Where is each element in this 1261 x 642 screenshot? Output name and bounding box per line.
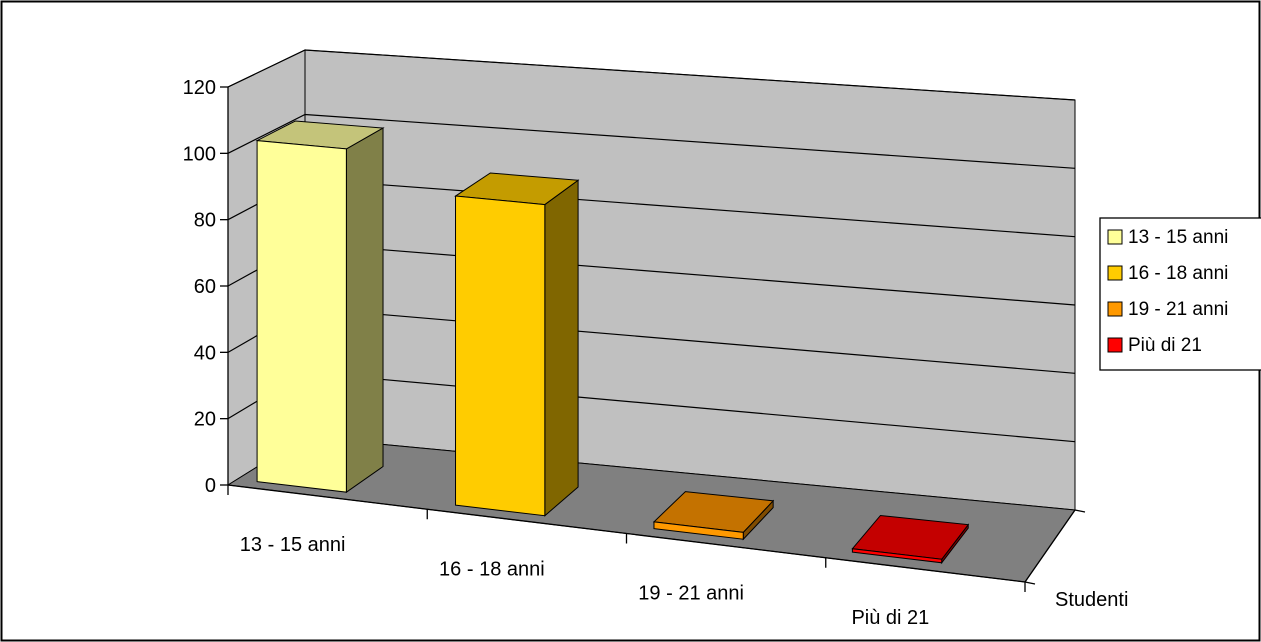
y-tick-label: 100 xyxy=(183,143,216,165)
bar xyxy=(851,514,970,565)
x-tick-label: 16 - 18 anni xyxy=(439,558,545,580)
y-tick-label: 80 xyxy=(194,210,216,232)
bar-front-face xyxy=(653,521,744,540)
bar xyxy=(652,491,775,541)
legend-label: 19 - 21 anni xyxy=(1128,299,1228,320)
legend-box xyxy=(1099,217,1261,371)
y-tick-label: 60 xyxy=(194,276,216,298)
x-tick-label: 13 - 15 anni xyxy=(240,534,346,556)
y-tick-label: 20 xyxy=(194,409,216,431)
legend-label: 16 - 18 anni xyxy=(1128,263,1228,284)
gridline xyxy=(227,113,1076,169)
legend-swatch xyxy=(1107,229,1123,245)
legend-swatch xyxy=(1107,265,1123,281)
back-wall xyxy=(304,49,1076,511)
legend-swatch xyxy=(1107,337,1123,353)
bar-side-face xyxy=(345,127,384,494)
gridline xyxy=(227,49,1076,101)
bar xyxy=(255,120,385,494)
y-tick-label: 40 xyxy=(194,342,216,364)
bar xyxy=(454,172,580,517)
bar-front-face xyxy=(455,195,546,517)
legend-label: 13 - 15 anni xyxy=(1128,227,1228,248)
x-tick-label: 19 - 21 anni xyxy=(638,583,744,605)
depth-axis-line xyxy=(1024,509,1076,583)
bar-side-face xyxy=(544,179,579,517)
bar-front-face xyxy=(256,140,347,493)
depth-tick xyxy=(1024,581,1036,585)
legend-swatch xyxy=(1107,301,1123,317)
x-tick-label: Più di 21 xyxy=(851,607,929,629)
bar-front-face xyxy=(851,548,943,564)
y-tick-label: 0 xyxy=(205,475,216,497)
depth-axis-label: Studenti xyxy=(1055,589,1128,611)
depth-tick xyxy=(1074,509,1086,513)
y-tick-label: 120 xyxy=(183,77,216,99)
legend-label: Più di 21 xyxy=(1128,335,1202,356)
